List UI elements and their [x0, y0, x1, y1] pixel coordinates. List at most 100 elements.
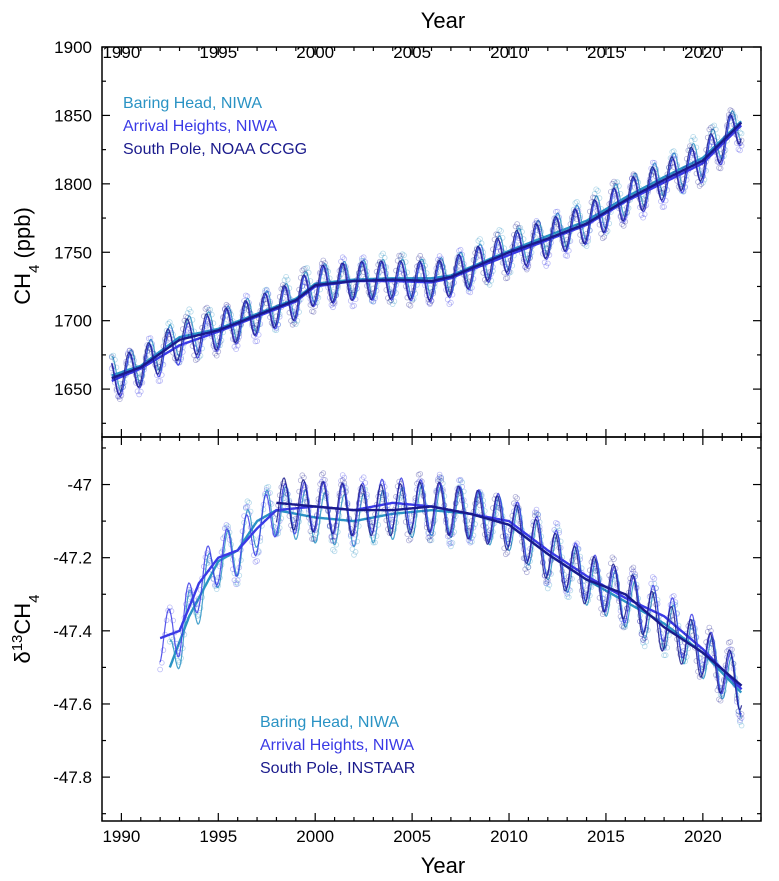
d13ch4-sample-point — [234, 580, 241, 587]
ch4-sample-point — [170, 336, 176, 343]
ch4-y-axis-title: CH4 (ppb) — [10, 207, 43, 305]
ch4-y-title-unit: (ppb) — [10, 207, 35, 264]
ch4-sample-point — [338, 266, 344, 272]
ch4-sample-point — [147, 335, 154, 341]
ch4-sample-point — [209, 311, 215, 318]
ch4-sample-point — [297, 274, 304, 281]
d13ch4-sample-point — [255, 549, 262, 556]
ch4-sample-point — [708, 124, 714, 131]
ch4-sample-point — [504, 275, 511, 281]
d13ch4-sample-point — [265, 483, 272, 490]
ch4-sample-point — [527, 255, 533, 261]
d13ch4-sample-point — [553, 519, 559, 526]
d13ch4-sample-point — [372, 525, 378, 532]
ch4-sample-point — [173, 357, 180, 363]
top-x-tick-label: 2000 — [296, 43, 334, 62]
ch4-sample-point — [386, 298, 393, 305]
d13ch4-plot-frame — [101, 436, 762, 822]
d13ch4-sample-point — [532, 509, 538, 516]
d13ch4-legend: Baring Head, NIWA Arrival Heights, NIWA … — [260, 714, 415, 777]
d13ch4-sample-point — [544, 585, 551, 592]
ch4-sample-point — [165, 320, 172, 327]
d13ch4-sample-point — [737, 719, 743, 725]
ch4-sample-point — [695, 179, 701, 185]
ch4-sample-point — [281, 277, 288, 283]
ch4-sample-point — [481, 276, 488, 283]
ch4-sample-point — [134, 388, 141, 395]
ch4-sample-point — [688, 137, 695, 144]
ch4-sample-point — [213, 346, 220, 353]
d13ch4-sample-point — [654, 597, 661, 603]
d13ch4-sample-point — [643, 638, 650, 645]
ch4-sample-point — [263, 300, 270, 307]
ch4-sample-point — [523, 266, 530, 273]
d13ch4-sample-point — [170, 636, 176, 643]
ch4-sample-point — [113, 364, 120, 371]
ch4-sample-point — [378, 252, 385, 259]
d13ch4-sample-point — [557, 538, 564, 545]
d13ch4-sample-point — [241, 513, 247, 519]
ch4-sample-point — [359, 255, 365, 262]
ch4-sample-point — [612, 180, 619, 186]
ch4-sample-point — [454, 259, 461, 266]
d13ch4-sample-point — [359, 476, 365, 483]
ch4-sample-point — [409, 297, 415, 304]
ch4-sample-point — [601, 234, 608, 240]
ch4-sample-point — [302, 265, 309, 272]
d13ch4-sample-point — [267, 490, 273, 496]
d13ch4-sample-point — [360, 474, 367, 481]
ch4-y-tick-label: 1750 — [54, 243, 92, 262]
ch4-sample-point — [301, 266, 307, 272]
d13ch4-sample-point — [328, 537, 335, 544]
ch4-sample-point — [260, 296, 267, 303]
d13ch4-sample-point — [331, 533, 338, 539]
ch4-sample-point — [651, 160, 658, 166]
ch4-sample-point — [436, 258, 443, 264]
d13ch4-sample-point — [233, 581, 239, 588]
ch4-sample-point — [622, 218, 629, 225]
ch4-sample-point — [609, 180, 616, 187]
ch4-sample-point — [157, 378, 163, 384]
ch4-sample-point — [588, 199, 595, 206]
ch4-sample-point — [738, 142, 745, 149]
ch4-sample-point — [661, 204, 667, 210]
d13ch4-ticks-group: 1990 1995 2000 2005 2010 2015 2020 -47.8 -47.6 -4… — [53, 437, 762, 846]
ch4-sample-point — [191, 352, 197, 359]
ch4-sample-point — [706, 126, 713, 133]
d13ch4-sample-point — [160, 647, 167, 653]
d13ch4-sample-point — [268, 512, 275, 518]
ch4-sample-point — [349, 303, 356, 310]
ch4-sample-point — [284, 276, 291, 283]
d13ch4-seasonal-line — [275, 477, 743, 711]
ch4-sample-point — [292, 321, 299, 327]
ch4-sample-point — [727, 107, 734, 113]
ch4-sample-point — [738, 130, 745, 137]
bottom-x-tick-label: 2000 — [296, 827, 334, 846]
d13ch4-sample-point — [312, 536, 319, 543]
ch4-series-group — [108, 107, 745, 403]
ch4-sample-point — [574, 216, 580, 223]
top-x-tick-label: 2020 — [684, 43, 722, 62]
d13ch4-sample-point — [280, 495, 286, 502]
ch4-sample-point — [512, 223, 519, 230]
d13ch4-sample-point — [428, 537, 435, 543]
ch4-sample-point — [136, 391, 142, 398]
ch4-sample-point — [194, 356, 201, 362]
d13ch4-sample-point — [351, 552, 357, 558]
top-x-tick-label: 2015 — [587, 43, 625, 62]
ch4-sample-point — [404, 294, 411, 301]
d13ch4-sample-point — [438, 474, 445, 481]
ch4-sample-point — [540, 243, 546, 250]
d13ch4-sample-point — [339, 472, 346, 478]
ch4-sample-point — [188, 308, 194, 315]
d13ch4-sample-point — [438, 475, 445, 481]
ch4-sample-point — [502, 275, 509, 282]
ch4-sample-point — [620, 223, 627, 229]
ch4-sample-point — [133, 372, 139, 379]
d13ch4-sample-point — [448, 543, 454, 550]
ch4-trend-line — [111, 120, 743, 377]
d13ch4-sample-point — [263, 487, 270, 493]
ch4-sample-point — [252, 338, 259, 345]
ch4-legend-south-pole: South Pole, NOAA CCGG — [123, 141, 307, 158]
d13ch4-sample-point — [217, 563, 223, 570]
